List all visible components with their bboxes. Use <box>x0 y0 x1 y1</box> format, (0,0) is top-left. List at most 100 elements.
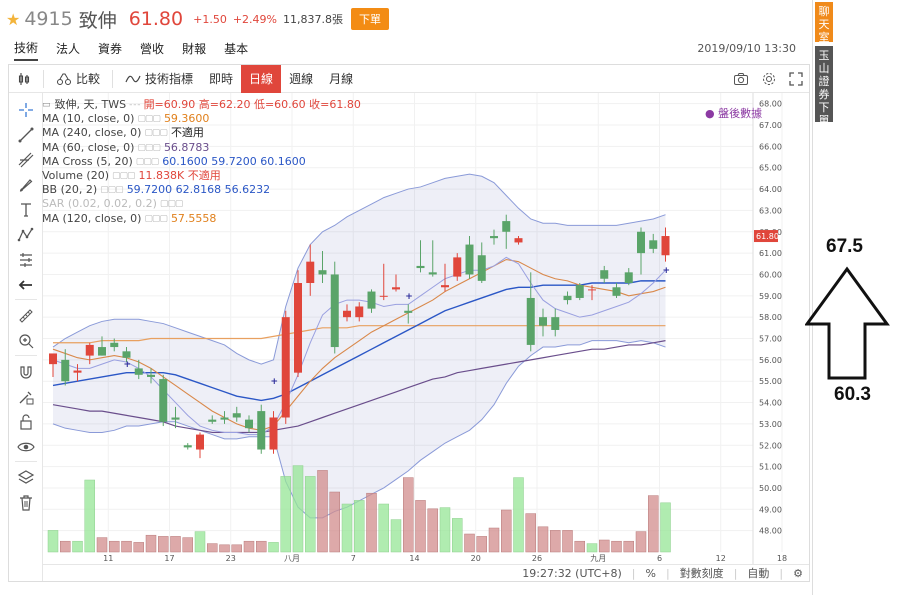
legend-settings-icon[interactable]: ▢▢▢ <box>137 142 160 153</box>
annotation-target-price: 67.5 <box>826 236 863 257</box>
y-tick-label: 56.00 <box>759 356 782 365</box>
favorite-star-icon[interactable]: ★ <box>6 9 21 29</box>
volume-bar <box>525 513 536 553</box>
compare-label: 比較 <box>76 72 101 86</box>
legend-settings-icon[interactable]: ▢▢▢ <box>144 213 167 224</box>
unlock-icon[interactable] <box>17 413 35 431</box>
realtime-button[interactable]: 即時 <box>209 72 234 86</box>
broker-order-tab[interactable]: 玉山證券下單 <box>815 46 833 127</box>
text-tool-icon[interactable] <box>17 201 35 219</box>
status-gear-icon[interactable]: ⚙ <box>793 566 803 580</box>
y-tick-label: 51.00 <box>759 463 782 472</box>
legend-value: 59.3600 <box>163 112 210 126</box>
candle-body <box>588 289 596 291</box>
monthly-button[interactable]: 月線 <box>329 72 354 86</box>
candle-body <box>563 295 572 301</box>
candle-body <box>428 272 437 275</box>
trend-line-icon[interactable] <box>17 126 35 144</box>
order-button[interactable]: 下單 <box>351 8 389 30</box>
stock-name: 致伸 <box>78 9 117 32</box>
tools-divider <box>15 299 37 300</box>
indicators-button[interactable]: 技術指標 <box>117 65 201 93</box>
daily-button[interactable]: 日線 <box>241 64 282 93</box>
crosshair-icon[interactable] <box>17 101 35 119</box>
volume-bar <box>268 542 279 553</box>
legend-value: 11.838K 不適用 <box>138 169 221 183</box>
status-divider: | <box>665 566 670 580</box>
chart-toolbar: 比較 技術指標 即時 日線 週線 月線 <box>9 64 809 93</box>
after-hours-link[interactable]: ● 盤後數據 <box>705 107 763 120</box>
log-scale-toggle[interactable]: 對數刻度 <box>679 567 724 580</box>
legend-dots-icon[interactable]: - - - <box>129 100 141 110</box>
x-tick-label: 17 <box>164 554 174 563</box>
quote-header: ★ 4915 致伸 61.80 +1.50 +2.49% 11,837.8張 下… <box>0 0 810 38</box>
legend-settings-icon[interactable]: ▢▢▢ <box>144 128 167 139</box>
price-chart[interactable]: 68.0067.0066.0065.0064.0063.0062.0061.00… <box>43 93 809 564</box>
tab-margin[interactable]: 資券 <box>98 42 123 56</box>
candle-body <box>269 417 278 450</box>
chart-type-button[interactable] <box>9 65 39 93</box>
volume-bar <box>366 492 377 553</box>
settings-gear-icon[interactable] <box>761 71 777 87</box>
legend-settings-icon[interactable]: ▢▢▢ <box>159 199 183 210</box>
bollinger-mid-line <box>52 280 666 402</box>
camera-icon[interactable] <box>733 72 749 86</box>
compare-button[interactable]: 比較 <box>48 65 108 93</box>
brush-icon[interactable] <box>17 176 35 194</box>
ruler-icon[interactable] <box>17 307 35 325</box>
current-price-label: 61.80 <box>756 232 779 241</box>
tab-basics[interactable]: 基本 <box>224 42 249 56</box>
fullscreen-icon[interactable] <box>789 72 803 86</box>
candle-body <box>110 342 119 348</box>
y-tick-label: 50.00 <box>759 484 782 493</box>
chat-room-tab[interactable]: 聊天室 <box>815 2 833 44</box>
legend-value: 56.8783 <box>163 140 210 154</box>
legend-settings-icon[interactable]: ▢▢▢ <box>100 185 123 196</box>
candle-body <box>575 285 584 298</box>
sar-marker: + <box>405 292 413 302</box>
legend-settings-icon[interactable]: ▢▢▢ <box>112 171 135 182</box>
volume-bar <box>341 503 353 553</box>
zoom-in-icon[interactable] <box>17 332 35 350</box>
volume-bar <box>660 502 671 553</box>
candle-body <box>318 270 327 275</box>
measure-tool-icon[interactable] <box>17 251 35 269</box>
chart-frame: 比較 技術指標 即時 日線 週線 月線 <box>8 64 810 582</box>
sar-marker: + <box>124 360 132 370</box>
magnet-icon[interactable] <box>17 363 35 381</box>
fib-tool-icon[interactable] <box>17 151 35 169</box>
percent-toggle[interactable]: % <box>645 566 656 580</box>
tab-revenue[interactable]: 營收 <box>140 42 165 56</box>
back-arrow-icon[interactable] <box>17 276 35 294</box>
legend-label: BB (20, 2) <box>42 183 98 197</box>
legend-settings-icon[interactable]: ▢▢▢ <box>135 156 159 167</box>
lock-draw-icon[interactable] <box>17 388 35 406</box>
sar-marker: + <box>663 266 671 276</box>
candle-body <box>637 231 645 254</box>
candle-type-icon <box>18 72 30 85</box>
eye-icon[interactable] <box>17 438 35 456</box>
tab-financials[interactable]: 財報 <box>182 42 207 56</box>
y-tick-label: 63.00 <box>759 206 782 215</box>
legend-settings-icon[interactable]: ▢▢▢ <box>137 114 160 125</box>
compare-icon <box>57 73 71 85</box>
ma-cross-fast-line <box>52 256 666 436</box>
auto-scale-toggle[interactable]: 自動 <box>747 567 770 580</box>
volume-bar <box>96 537 108 553</box>
volume-bar <box>231 544 242 553</box>
pattern-tool-icon[interactable] <box>17 226 35 244</box>
tab-institutional[interactable]: 法人 <box>56 42 81 56</box>
last-price: 61.80 <box>128 8 184 30</box>
tab-technical[interactable]: 技術 <box>14 39 39 61</box>
volume-bar <box>84 479 95 553</box>
layers-icon[interactable] <box>17 469 35 487</box>
legend-ohlc: 開=60.90 高=62.20 低=60.60 收=61.80 <box>143 98 361 111</box>
volume-bar <box>121 540 132 553</box>
candle-body <box>404 310 413 313</box>
candle-body <box>306 261 315 284</box>
x-tick-label: 11 <box>103 554 113 563</box>
candle-body <box>330 274 339 348</box>
collapse-legend-icon[interactable]: ▭ <box>42 100 51 110</box>
trash-icon[interactable] <box>17 494 35 512</box>
weekly-button[interactable]: 週線 <box>289 72 314 86</box>
